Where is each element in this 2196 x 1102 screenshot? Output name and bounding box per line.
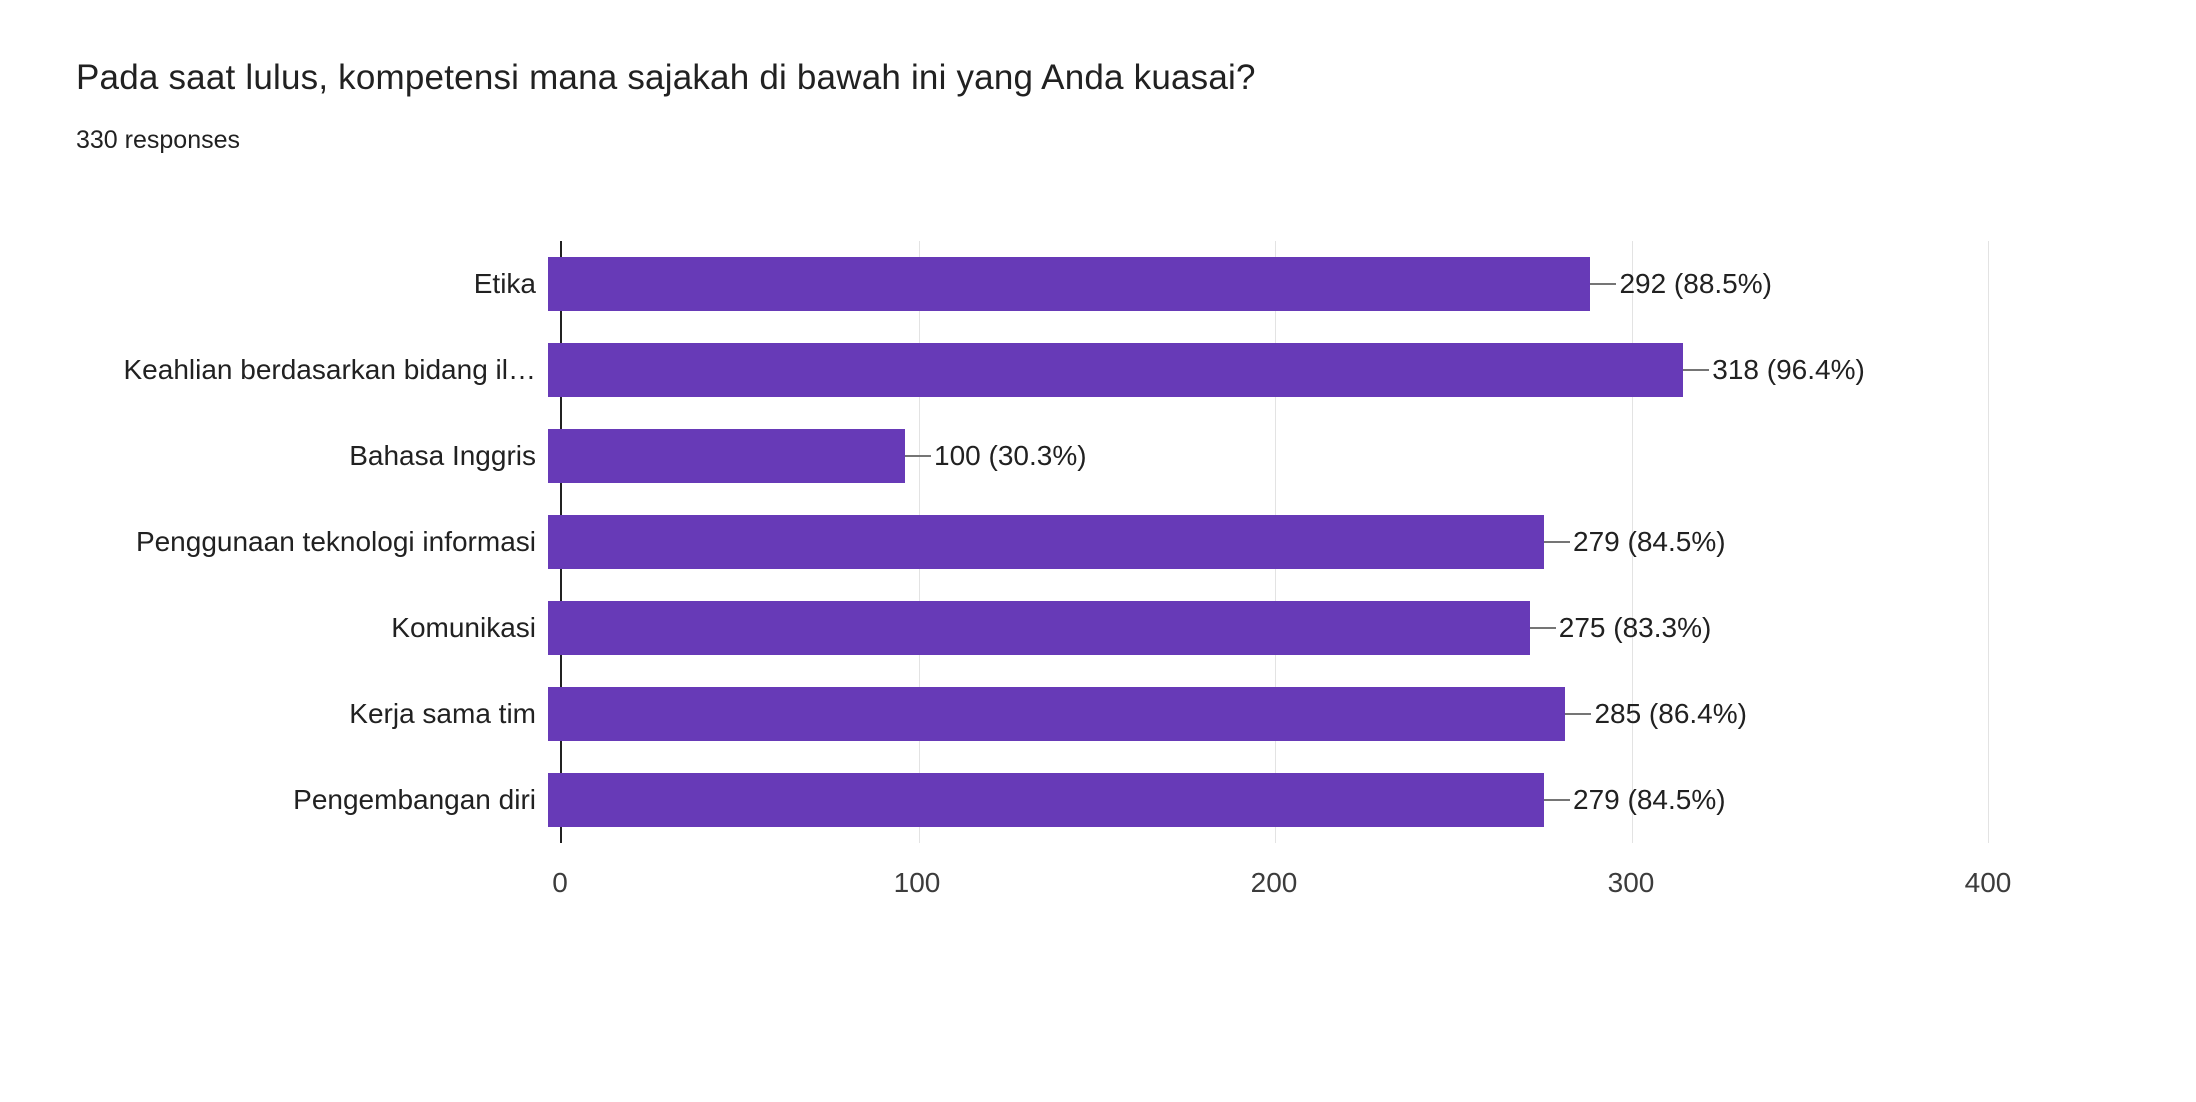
responses-count: 330 responses [76, 126, 241, 154]
category-label: Kerja sama tim [349, 698, 536, 729]
bar-chart: Etika 292 (88.5%) Keahlian berdasarkan bid… [0, 241, 2196, 911]
category-label: Pengembangan diri [293, 784, 536, 815]
connector-line [1590, 283, 1617, 285]
bar-track: 275 (83.3%) [548, 601, 1976, 655]
category-label: Penggunaan teknologi informasi [135, 526, 536, 557]
gridline [1631, 241, 1633, 843]
x-tick-label: 100 [893, 867, 941, 898]
bar [548, 257, 1591, 311]
category-label: Keahlian berdasarkan bidang il… [123, 354, 537, 385]
value-label: 292 (88.5%) [1619, 268, 1772, 299]
x-tick-label: 300 [1607, 867, 1655, 898]
value-label: 275 (83.3%) [1558, 612, 1712, 643]
bar-track: 318 (96.4%) [548, 343, 1976, 397]
bar [548, 429, 905, 483]
connector-line [1544, 541, 1571, 543]
value-label: 279 (84.5%) [1573, 784, 1726, 815]
value-label: 318 (96.4%) [1712, 354, 1865, 385]
x-tick-label: 0 [552, 867, 568, 898]
value-label-group: 285 (86.4%) [1565, 687, 1747, 741]
category-label: Komunikasi [391, 612, 536, 643]
connector-line [1683, 369, 1710, 371]
page-title: Pada saat lulus, kompetensi mana sajakah… [76, 58, 1256, 97]
bar [548, 773, 1545, 827]
value-label: 100 (30.3%) [934, 440, 1087, 471]
bar [548, 601, 1530, 655]
category-label: Bahasa Inggris [349, 440, 536, 471]
chart-row: Bahasa Inggris 100 (30.3%) [0, 413, 2196, 499]
plot-area: Etika 292 (88.5%) Keahlian berdasarkan bid… [0, 241, 2196, 843]
chart-rows: Etika 292 (88.5%) Keahlian berdasarkan bid… [0, 241, 2196, 843]
value-label-group: 318 (96.4%) [1683, 343, 1865, 397]
bar [548, 343, 1684, 397]
chart-row: Etika 292 (88.5%) [0, 241, 2196, 327]
category-label: Etika [473, 268, 536, 299]
chart-row: Pengembangan diri 279 (84.5%) [0, 757, 2196, 843]
bar-track: 292 (88.5%) [548, 257, 1976, 311]
chart-row: Keahlian berdasarkan bidang il… 318 (96.4… [0, 327, 2196, 413]
forms-response-chart: Pada saat lulus, kompetensi mana sajakah… [0, 58, 2196, 911]
value-label-group: 292 (88.5%) [1590, 257, 1772, 311]
value-label-group: 100 (30.3%) [905, 429, 1087, 483]
x-tick-label: 200 [1250, 867, 1298, 898]
value-label-group: 275 (83.3%) [1529, 601, 1712, 655]
value-label-group: 279 (84.5%) [1544, 515, 1726, 569]
connector-line [1544, 799, 1571, 801]
x-tick-label: 400 [1964, 867, 2012, 898]
value-label: 285 (86.4%) [1594, 698, 1747, 729]
gridline [1988, 241, 1989, 843]
chart-row: Penggunaan teknologi informasi 279 (84.5%… [0, 499, 2196, 585]
connector-line [1565, 713, 1592, 715]
x-axis: 0 100 200 300 400 [552, 867, 2011, 911]
bar-track: 285 (86.4%) [548, 687, 1976, 741]
bar [548, 687, 1566, 741]
value-label-group: 279 (84.5%) [1544, 773, 1726, 827]
chart-row: Komunikasi 275 (83.3%) [0, 585, 2196, 671]
bar [548, 515, 1545, 569]
value-label: 279 (84.5%) [1573, 526, 1726, 557]
bar-track: 279 (84.5%) [548, 773, 1976, 827]
chart-row: Kerja sama tim 285 (86.4%) [0, 671, 2196, 757]
connector-line [1529, 627, 1556, 629]
connector-line [905, 455, 931, 457]
bar-track: 100 (30.3%) [548, 429, 1976, 483]
bar-track: 279 (84.5%) [548, 515, 1976, 569]
